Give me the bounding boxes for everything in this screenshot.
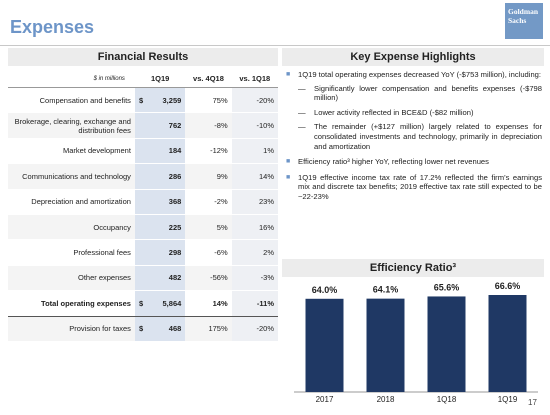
column-header: 1Q19 [134, 70, 186, 88]
currency-cell [134, 265, 148, 292]
table-body: Compensation and benefits $3,259 75% -20% Br… [8, 87, 278, 342]
sub-bullet: The remainder (+$127 million) largely re… [298, 122, 542, 151]
row-label: Professional fees [8, 239, 135, 266]
bar [305, 298, 344, 392]
value-1q19: 468 [147, 316, 186, 342]
bullet: 1Q19 total operating expenses decreased … [284, 70, 542, 151]
table-row: Depreciation and amortization 368 -2% 23% [8, 189, 278, 215]
change-vs-4q18: -8% [185, 112, 232, 139]
row-label: Brokerage, clearing, exchange and distri… [8, 112, 135, 139]
currency-cell [134, 138, 148, 165]
header-rule [0, 45, 550, 46]
value-1q19: 482 [147, 265, 186, 292]
value-1q19: 298 [147, 239, 186, 266]
change-vs-4q18: 5% [185, 214, 232, 241]
row-label: Market development [8, 138, 135, 165]
value-1q19: 5,864 [147, 290, 186, 317]
change-vs-4q18: -6% [185, 239, 232, 266]
bar [366, 298, 405, 392]
table-row: Brokerage, clearing, exchange and distri… [8, 112, 278, 139]
value-1q19: 368 [147, 189, 186, 215]
bar [488, 295, 527, 392]
change-vs-1q18: 16% [231, 214, 278, 241]
change-vs-1q18: 2% [231, 239, 278, 266]
currency-cell [134, 214, 148, 241]
table-title: Financial Results [8, 48, 278, 66]
page-title: Expenses [10, 17, 95, 37]
value-label: 66.6% [495, 281, 521, 291]
currency: $ [134, 290, 148, 317]
change-vs-1q18: -3% [231, 265, 278, 292]
header-row: $ in millions 1Q19 vs. 4Q18 vs. 1Q18 [8, 70, 278, 88]
column-header: $ in millions [8, 70, 135, 88]
bullet: 1Q19 effective income tax rate of 17.2% … [284, 173, 542, 202]
change-vs-1q18: 23% [231, 189, 278, 215]
row-label: Occupancy [8, 214, 135, 241]
change-vs-4q18: 14% [185, 290, 232, 317]
bullet-text: Efficiency ratio³ higher YoY, reflecting… [298, 157, 489, 167]
highlights-title: Key Expense Highlights [282, 48, 544, 66]
currency: $ [134, 87, 148, 114]
change-vs-4q18: 9% [185, 163, 232, 190]
value-1q19: 225 [147, 214, 186, 241]
column-header: vs. 1Q18 [231, 70, 278, 88]
x-tick-label: 2018 [377, 395, 395, 404]
value-label: 64.0% [312, 285, 338, 295]
row-label: Communications and technology [8, 163, 135, 190]
sub-bullet-list: Significantly lower compensation and ben… [298, 84, 542, 152]
page-number: 17 [528, 398, 537, 407]
table-row: Other expenses 482 -56% -3% [8, 265, 278, 292]
bar [427, 296, 466, 392]
table-row: Professional fees 298 -6% 2% [8, 239, 278, 266]
change-vs-1q18: -20% [231, 316, 278, 342]
chart-title: Efficiency Ratio³ [282, 259, 544, 277]
table-row: Market development 184 -12% 1% [8, 138, 278, 165]
change-vs-1q18: 14% [231, 163, 278, 190]
table-row: Total operating expenses $5,864 14% -11% [8, 290, 278, 317]
change-vs-1q18: -20% [231, 87, 278, 114]
change-vs-4q18: 175% [185, 316, 232, 342]
x-tick-label: 2017 [316, 395, 334, 404]
logo: Goldman Sachs [505, 3, 543, 39]
value-label: 64.1% [373, 285, 399, 295]
bullet-text: 1Q19 total operating expenses decreased … [298, 70, 542, 79]
currency: $ [134, 316, 148, 342]
change-vs-4q18: -12% [185, 138, 232, 165]
change-vs-4q18: -2% [185, 189, 232, 215]
currency-cell [134, 163, 148, 190]
sub-bullet: Significantly lower compensation and ben… [298, 84, 542, 103]
change-vs-1q18: -11% [231, 290, 278, 317]
sub-bullet: Lower activity reflected in BCE&D (-$82 … [298, 108, 542, 118]
x-tick-label: 1Q18 [437, 395, 457, 404]
change-vs-4q18: 75% [185, 87, 232, 114]
chart: 64.0% 2017 64.1% 2018 65.6% 1Q18 66.6% 1Q19 [294, 281, 538, 404]
value-1q19: 3,259 [147, 87, 186, 114]
x-tick-label: 1Q19 [498, 395, 518, 404]
change-vs-1q18: -10% [231, 112, 278, 139]
currency-cell [134, 239, 148, 266]
value-1q19: 184 [147, 138, 186, 165]
row-label: Other expenses [8, 265, 135, 292]
row-label: Compensation and benefits [8, 87, 135, 114]
bullet-list: 1Q19 total operating expenses decreased … [284, 70, 542, 208]
bullet: Efficiency ratio³ higher YoY, reflecting… [284, 157, 542, 167]
currency-cell [134, 189, 148, 215]
change-vs-1q18: 1% [231, 138, 278, 165]
table-row: Compensation and benefits $3,259 75% -20% [8, 87, 278, 114]
table-row: Communications and technology 286 9% 14% [8, 163, 278, 190]
row-label: Total operating expenses [8, 290, 135, 317]
row-label: Depreciation and amortization [8, 189, 135, 215]
bullet-text: 1Q19 effective income tax rate of 17.2% … [298, 172, 542, 201]
row-label: Provision for taxes [8, 316, 135, 342]
value-label: 65.6% [434, 282, 460, 292]
table-row: Provision for taxes $468 175% -20% [8, 316, 278, 342]
change-vs-4q18: -56% [185, 265, 232, 292]
table-row: Occupancy 225 5% 16% [8, 214, 278, 241]
column-header: vs. 4Q18 [185, 70, 232, 88]
financial-table: $ in millions 1Q19 vs. 4Q18 vs. 1Q18 Compen… [8, 70, 278, 342]
value-1q19: 762 [147, 112, 186, 139]
value-1q19: 286 [147, 163, 186, 190]
currency-cell [134, 112, 148, 139]
